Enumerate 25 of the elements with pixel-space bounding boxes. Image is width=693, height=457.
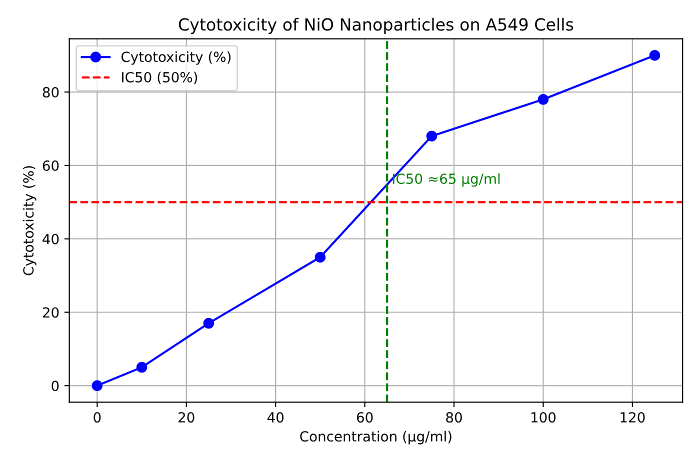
legend-label: IC50 (50%) (122, 72, 198, 84)
x-tick-label: 60 (356, 412, 373, 423)
y-axis-title: Cytotoxicity (%) (22, 166, 36, 276)
point (136, 362, 148, 373)
y-tick-label: 20 (42, 307, 59, 318)
y-tick-label: 40 (42, 234, 59, 244)
x-axis-title: Concentration (µg/ml) (300, 430, 452, 444)
point (538, 94, 549, 105)
annotation: IC50 ≈65 µg/ml (392, 173, 500, 187)
x-tick-label: 0 (94, 412, 101, 423)
point (426, 130, 438, 142)
y-tick-label: 80 (42, 87, 59, 98)
point (314, 252, 326, 263)
chart-title: Cytotoxicity of NiO Nanoparticles on A549 Cells (178, 18, 574, 34)
x-tick-label: 120 (620, 412, 645, 423)
y-tick-label: 60 (42, 160, 59, 171)
y-tick-label: 0 (52, 380, 59, 392)
x-tick-label: 100 (531, 412, 556, 423)
point (92, 380, 103, 392)
x-tick-label: 40 (267, 412, 284, 423)
point (203, 318, 214, 329)
legend-label: Cytotoxicity (%) (121, 51, 231, 65)
point (649, 50, 660, 61)
x-tick-label: 80 (446, 412, 462, 423)
x-tick-label: 20 (178, 412, 194, 423)
